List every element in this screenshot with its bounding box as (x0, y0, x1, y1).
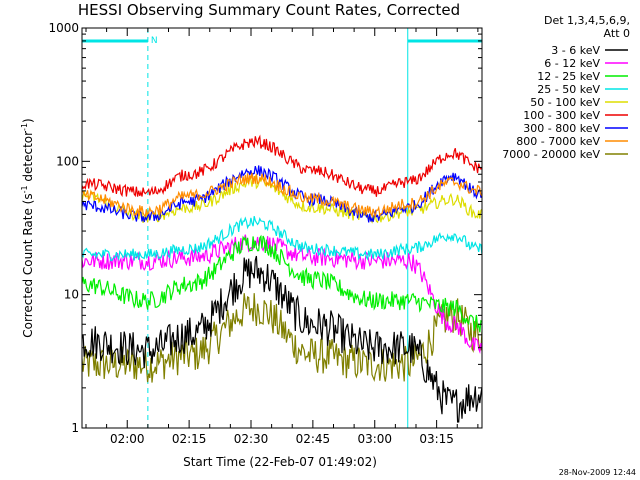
series-line-25-50-kev (82, 216, 482, 262)
legend-label: 3 - 6 keV (551, 44, 600, 57)
x-tick-label: 02:15 (172, 432, 207, 446)
legend-label: 6 - 12 keV (544, 57, 600, 70)
legend-label: 12 - 25 keV (537, 70, 600, 83)
y-tick-label: 10 (64, 288, 79, 302)
x-tick-label: 02:45 (296, 432, 331, 446)
series-line-100-300-kev (82, 134, 482, 198)
x-tick-label: 02:30 (234, 432, 269, 446)
plot-frame (81, 27, 483, 429)
legend-label: 300 - 800 keV (523, 122, 600, 135)
y-axis-label: Corrected Count Rate (s-1 detector-1) (20, 118, 35, 337)
series-line-3-6-kev (82, 255, 482, 423)
x-tick-label: 02:00 (110, 432, 145, 446)
legend-label: 7000 - 20000 keV (502, 148, 600, 161)
legend-header-line-2: Att 0 (604, 27, 630, 40)
series-line-6-12-kev (82, 234, 482, 355)
series-line-12-25-kev (82, 234, 482, 333)
series-layer (82, 134, 482, 423)
y-axis-label-sup1: -1 (20, 185, 29, 193)
legend-header-line-1: Det 1,3,4,5,6,9, (544, 14, 630, 27)
legend-label: 25 - 50 keV (537, 83, 600, 96)
chart-title: HESSI Observing Summary Count Rates, Cor… (78, 1, 460, 19)
series-line-800-7000-kev (82, 172, 482, 218)
y-axis-label-part1: Corrected Count Rate (s (21, 193, 35, 337)
legend-label: 800 - 7000 keV (516, 135, 600, 148)
y-axis-label-part3: ) (21, 118, 35, 123)
timestamp: 28-Nov-2009 12:44 (559, 468, 636, 477)
axis-ticks: 1 10 100 1000 02:00 02:15 02:30 02:45 03:00 03:15 (48, 21, 482, 446)
night-interval-label: N (151, 36, 158, 46)
y-tick-label: 1000 (48, 21, 79, 35)
legend-label: 50 - 100 keV (530, 96, 600, 109)
y-axis-label-sup2: -1 (20, 123, 29, 131)
x-tick-label: 03:15 (419, 432, 454, 446)
x-tick-label: 03:00 (357, 432, 392, 446)
x-axis-label: Start Time (22-Feb-07 01:49:02) (183, 455, 377, 469)
y-tick-label: 100 (56, 154, 79, 168)
y-tick-label: 1 (71, 421, 79, 435)
y-axis-label-part2: detector (21, 131, 35, 186)
legend-label: 100 - 300 keV (523, 109, 600, 122)
